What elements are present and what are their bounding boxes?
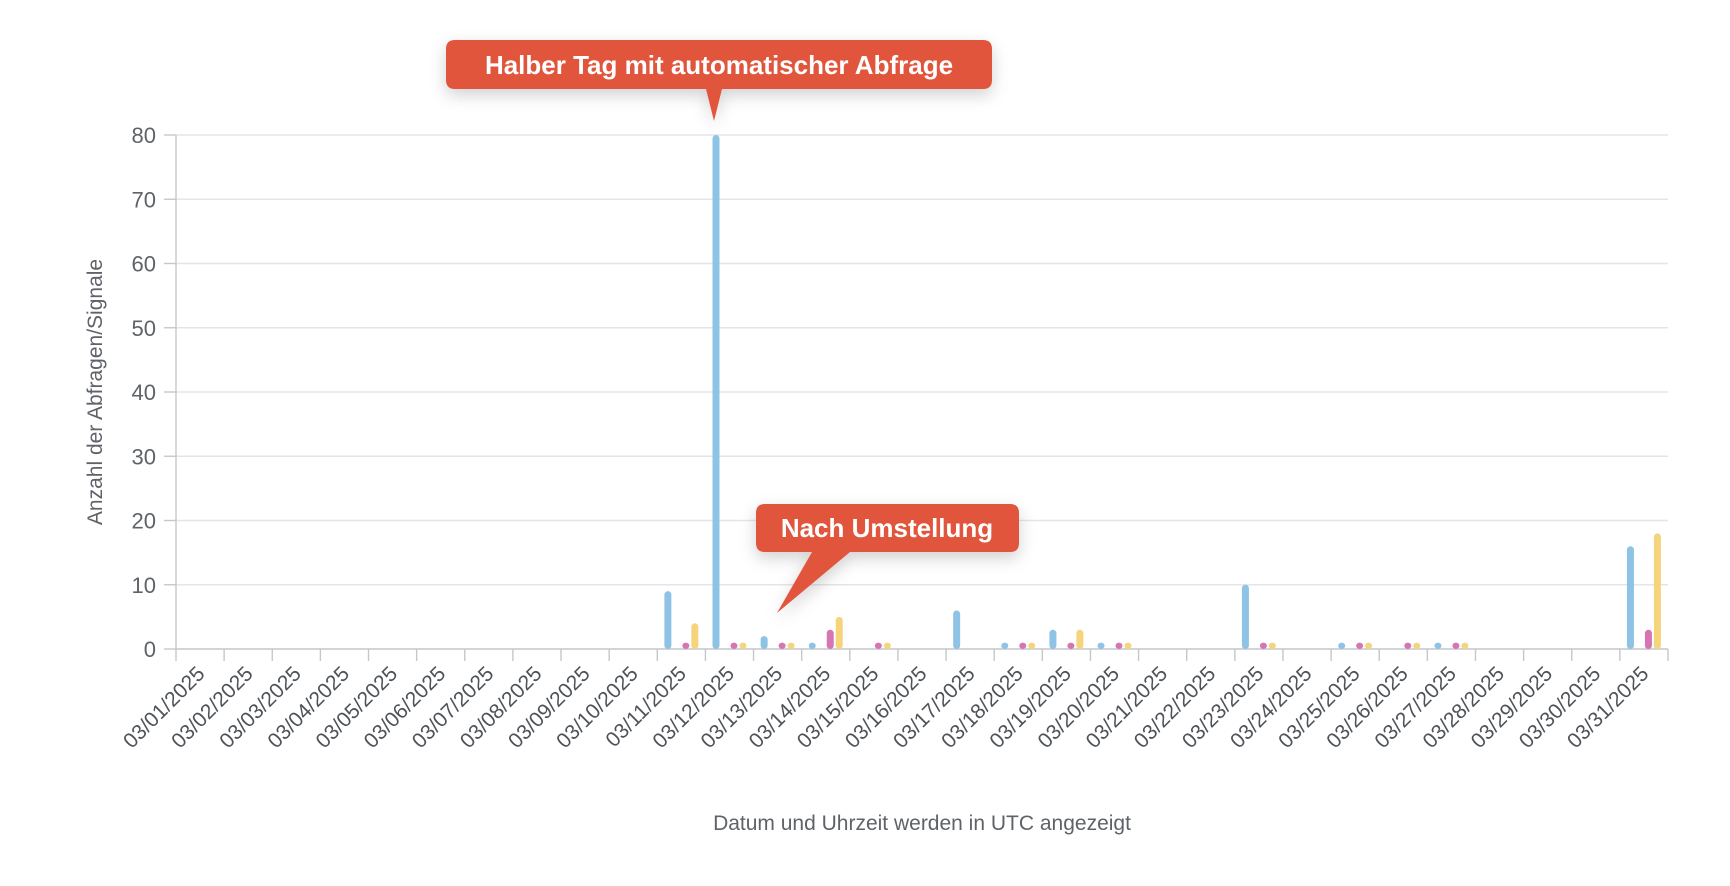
bar [1028, 642, 1036, 649]
bars [664, 135, 1661, 649]
y-axis-title: Anzahl der Abfragen/Signale [84, 259, 107, 525]
bar [808, 642, 816, 649]
bar [1001, 642, 1009, 649]
bar [778, 642, 786, 649]
bar [883, 642, 891, 649]
y-tick-label: 40 [132, 380, 156, 405]
bar [1653, 533, 1661, 649]
bar [682, 642, 690, 649]
bar [1626, 546, 1634, 649]
y-tick-label: 20 [132, 509, 156, 534]
bar [1434, 642, 1442, 649]
y-tick-label: 0 [144, 637, 156, 662]
bar [1413, 642, 1421, 649]
bar [691, 623, 699, 649]
callout-after-switch: Nach Umstellung [756, 504, 1019, 613]
bar [1076, 629, 1084, 649]
bar [1356, 642, 1364, 649]
callout-auto-query: Halber Tag mit automatischer Abfrage [446, 40, 992, 121]
bar [1241, 584, 1249, 649]
bar [1067, 642, 1075, 649]
callout-after-switch-text: Nach Umstellung [781, 513, 993, 543]
bar [1644, 629, 1652, 649]
y-tick-label: 30 [132, 444, 156, 469]
bar [712, 135, 720, 649]
bar [787, 642, 795, 649]
x-axis-title: Datum und Uhrzeit werden in UTC angezeig… [713, 812, 1131, 835]
callout-after-switch-bubble [756, 504, 1019, 613]
bar [739, 642, 747, 649]
bar [1404, 642, 1412, 649]
bar [1115, 642, 1123, 649]
callout-auto-query-text: Halber Tag mit automatischer Abfrage [485, 50, 953, 80]
bar [1019, 642, 1027, 649]
bar [664, 591, 672, 649]
y-axis: 0 10 20 30 40 50 60 70 80 [132, 123, 177, 662]
bar [953, 610, 961, 649]
bar [1268, 642, 1276, 649]
bar [874, 642, 882, 649]
bar [760, 636, 768, 649]
bar [835, 616, 843, 649]
bar [1259, 642, 1267, 649]
grid-lines [176, 134, 1668, 650]
y-tick-label: 70 [132, 187, 156, 212]
bar [826, 629, 834, 649]
bar [730, 642, 738, 649]
bar [1365, 642, 1373, 649]
y-tick-label: 10 [132, 573, 156, 598]
bar [1124, 642, 1132, 649]
bar [1461, 642, 1469, 649]
bar [1452, 642, 1460, 649]
bar [1338, 642, 1346, 649]
bar [1049, 629, 1057, 649]
x-axis: 03/01/202503/02/202503/03/202503/04/2025… [119, 649, 1669, 753]
y-tick-label: 60 [132, 252, 156, 277]
bar [1097, 642, 1105, 649]
callout-auto-query-bubble [446, 40, 992, 121]
y-tick-label: 50 [132, 316, 156, 341]
y-tick-label: 80 [132, 123, 156, 148]
